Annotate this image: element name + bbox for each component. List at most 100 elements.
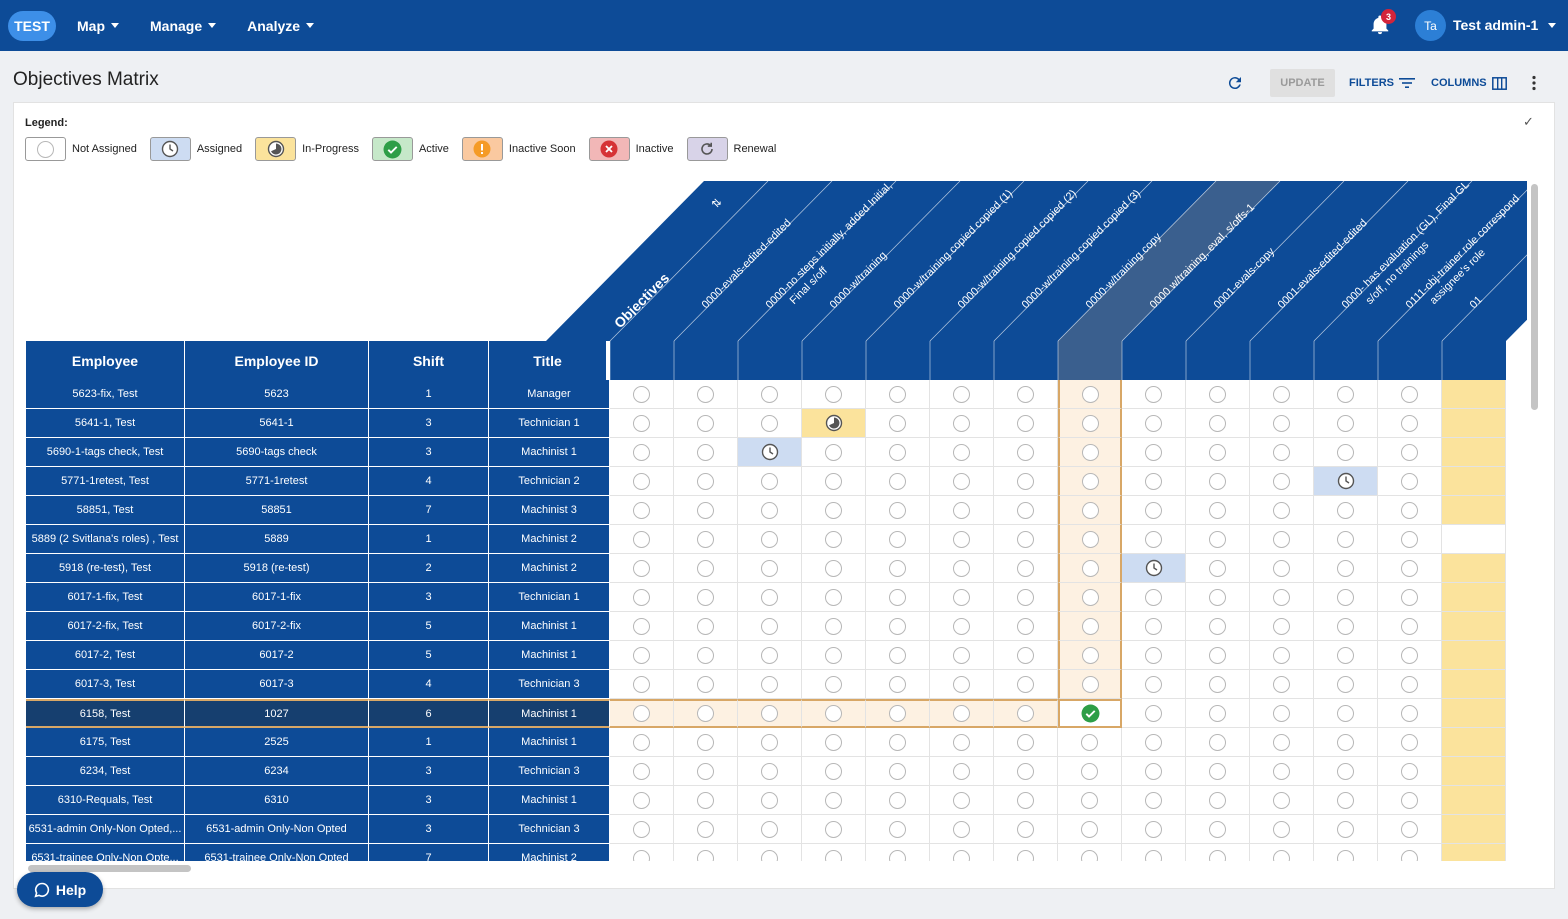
matrix-cell[interactable] — [674, 409, 738, 438]
matrix-cell[interactable] — [610, 438, 674, 467]
menu-manage[interactable]: Manage — [150, 18, 217, 34]
matrix-cell[interactable] — [1058, 496, 1122, 525]
matrix-cell[interactable] — [610, 786, 674, 815]
matrix-cell[interactable] — [802, 612, 866, 641]
matrix-cell[interactable] — [994, 380, 1058, 409]
matrix-cell[interactable] — [738, 583, 802, 612]
matrix-cell[interactable] — [674, 757, 738, 786]
matrix-cell[interactable] — [1058, 728, 1122, 757]
refresh-icon[interactable] — [1226, 74, 1244, 92]
row-employee-cell[interactable]: 5918 (re-test), Test — [26, 554, 185, 583]
row-shift-cell[interactable]: 1 — [369, 728, 489, 757]
matrix-cell[interactable] — [994, 409, 1058, 438]
matrix-cell[interactable] — [1314, 670, 1378, 699]
matrix-cell[interactable] — [1122, 380, 1186, 409]
row-shift-cell[interactable]: 3 — [369, 757, 489, 786]
matrix-cell[interactable] — [1058, 438, 1122, 467]
matrix-cell[interactable] — [1442, 409, 1506, 438]
objective-header-0[interactable]: . — [609, 181, 832, 380]
matrix-cell[interactable] — [1442, 786, 1506, 815]
matrix-cell[interactable] — [994, 496, 1058, 525]
matrix-cell[interactable] — [802, 583, 866, 612]
matrix-cell[interactable] — [610, 757, 674, 786]
matrix-cell[interactable] — [1314, 438, 1378, 467]
matrix-cell[interactable] — [1186, 409, 1250, 438]
row-id-cell[interactable]: 5918 (re-test) — [185, 554, 369, 583]
matrix-cell[interactable] — [674, 670, 738, 699]
matrix-cell[interactable] — [1378, 786, 1442, 815]
matrix-cell[interactable] — [1122, 699, 1186, 728]
matrix-cell[interactable] — [994, 786, 1058, 815]
matrix-cell[interactable] — [1058, 641, 1122, 670]
matrix-cell[interactable] — [1378, 699, 1442, 728]
matrix-cell[interactable] — [1122, 525, 1186, 554]
row-id-cell[interactable]: 58851 — [185, 496, 369, 525]
matrix-cell[interactable] — [610, 641, 674, 670]
matrix-cell[interactable] — [674, 583, 738, 612]
matrix-cell[interactable] — [674, 641, 738, 670]
row-id-cell[interactable]: 5690-tags check — [185, 438, 369, 467]
row-title-cell[interactable]: Machinist 1 — [489, 641, 610, 670]
matrix-cell[interactable] — [738, 757, 802, 786]
matrix-cell[interactable] — [1442, 844, 1506, 861]
row-employee-cell[interactable]: 6234, Test — [26, 757, 185, 786]
row-shift-cell[interactable]: 4 — [369, 670, 489, 699]
matrix-cell[interactable] — [1314, 496, 1378, 525]
matrix-cell[interactable] — [866, 786, 930, 815]
matrix-cell[interactable] — [1314, 409, 1378, 438]
matrix-cell[interactable] — [674, 728, 738, 757]
matrix-cell[interactable] — [802, 844, 866, 861]
matrix-cell[interactable] — [674, 699, 738, 728]
matrix-cell[interactable] — [1058, 467, 1122, 496]
row-title-cell[interactable]: Machinist 1 — [489, 786, 610, 815]
row-employee-cell[interactable]: 6175, Test — [26, 728, 185, 757]
row-employee-cell[interactable]: 6017-1-fix, Test — [26, 583, 185, 612]
row-title-cell[interactable]: Machinist 2 — [489, 525, 610, 554]
matrix-cell[interactable] — [674, 554, 738, 583]
matrix-cell[interactable] — [930, 670, 994, 699]
row-shift-cell[interactable]: 3 — [369, 438, 489, 467]
matrix-cell[interactable] — [994, 583, 1058, 612]
matrix-cell[interactable] — [994, 670, 1058, 699]
row-employee-cell[interactable]: 6158, Test — [26, 699, 185, 728]
matrix-cell[interactable] — [738, 670, 802, 699]
row-title-cell[interactable]: Technician 3 — [489, 670, 610, 699]
matrix-cell[interactable] — [930, 438, 994, 467]
matrix-cell[interactable] — [1058, 612, 1122, 641]
matrix-cell[interactable] — [1122, 438, 1186, 467]
row-shift-cell[interactable]: 4 — [369, 467, 489, 496]
matrix-cell[interactable] — [1378, 670, 1442, 699]
matrix-cell[interactable] — [1314, 554, 1378, 583]
matrix-cell[interactable] — [1378, 438, 1442, 467]
row-shift-cell[interactable]: 7 — [369, 844, 489, 861]
row-shift-cell[interactable]: 3 — [369, 409, 489, 438]
matrix-cell[interactable] — [1122, 728, 1186, 757]
check-icon[interactable]: ✓ — [1523, 114, 1534, 129]
matrix-cell[interactable] — [994, 641, 1058, 670]
matrix-cell[interactable] — [1250, 438, 1314, 467]
matrix-cell[interactable] — [930, 525, 994, 554]
matrix-cell[interactable] — [1122, 815, 1186, 844]
matrix-cell[interactable] — [610, 699, 674, 728]
matrix-cell[interactable] — [1378, 757, 1442, 786]
matrix-cell[interactable] — [674, 467, 738, 496]
row-employee-cell[interactable]: 6531-admin Only-Non Opted,... — [26, 815, 185, 844]
matrix-cell[interactable] — [610, 844, 674, 861]
row-title-cell[interactable]: Machinist 1 — [489, 699, 610, 728]
matrix-cell[interactable] — [1186, 786, 1250, 815]
matrix-cell[interactable] — [1442, 641, 1506, 670]
matrix-cell[interactable] — [930, 554, 994, 583]
matrix-cell[interactable] — [1122, 583, 1186, 612]
matrix-cell[interactable] — [1442, 467, 1506, 496]
col-header-title[interactable]: Title — [489, 341, 607, 380]
row-shift-cell[interactable]: 6 — [369, 699, 489, 728]
matrix-cell[interactable] — [1442, 380, 1506, 409]
matrix-cell[interactable] — [866, 467, 930, 496]
matrix-cell[interactable] — [610, 728, 674, 757]
matrix-cell[interactable] — [1186, 438, 1250, 467]
matrix-cell[interactable] — [802, 467, 866, 496]
matrix-cell[interactable] — [1442, 496, 1506, 525]
menu-map[interactable]: Map — [77, 18, 119, 34]
row-title-cell[interactable]: Machinist 2 — [489, 844, 610, 861]
matrix-cell[interactable] — [1186, 757, 1250, 786]
